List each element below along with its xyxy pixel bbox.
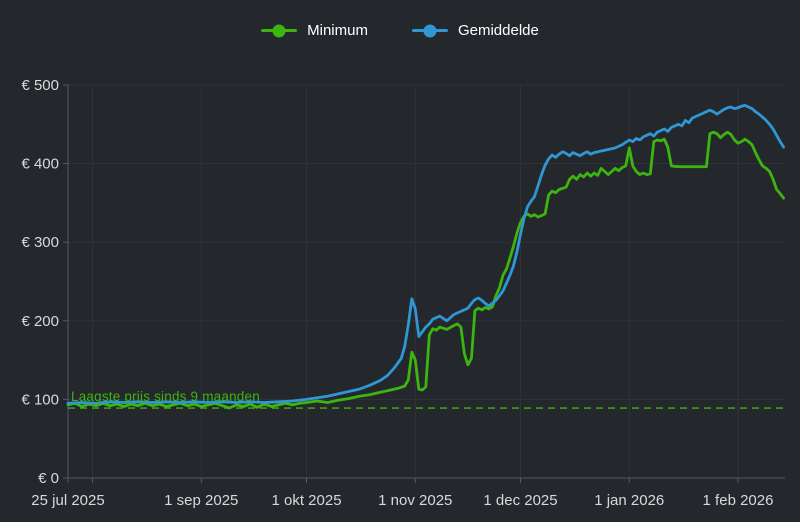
- minimum-series-marker-icon: [261, 23, 298, 38]
- legend-label-minimum: Minimum: [307, 22, 368, 39]
- y-axis-tick-label: € 0: [38, 470, 59, 487]
- gemiddelde-series-marker-icon: [411, 23, 448, 38]
- x-axis-tick-label: 25 jul 2025: [31, 492, 104, 509]
- y-axis-tick-label: € 200: [21, 313, 59, 330]
- series-line-minimum[interactable]: [66, 130, 785, 410]
- chart-legend: Minimum Gemiddelde: [0, 22, 800, 39]
- series-line-gemiddelde[interactable]: [66, 104, 785, 405]
- x-axis-tick-label: 1 feb 2026: [703, 492, 774, 509]
- legend-item-gemiddelde[interactable]: Gemiddelde: [411, 22, 539, 39]
- x-axis-tick-label: 1 dec 2025: [483, 492, 557, 509]
- x-axis-tick-label: 1 okt 2025: [272, 492, 342, 509]
- x-axis-tick-label: 1 nov 2025: [378, 492, 452, 509]
- y-axis-tick-label: € 100: [21, 391, 59, 408]
- y-axis-tick-label: € 500: [21, 77, 59, 94]
- x-axis-tick-label: 1 sep 2025: [164, 492, 238, 509]
- x-axis-tick-label: 1 jan 2026: [594, 492, 664, 509]
- legend-item-minimum[interactable]: Minimum: [261, 22, 368, 39]
- y-axis-tick-label: € 400: [21, 156, 59, 173]
- legend-label-gemiddelde: Gemiddelde: [457, 22, 539, 39]
- lowest-price-annotation: Laagste prijs sinds 9 maanden: [71, 389, 260, 404]
- y-axis-tick-label: € 300: [21, 234, 59, 251]
